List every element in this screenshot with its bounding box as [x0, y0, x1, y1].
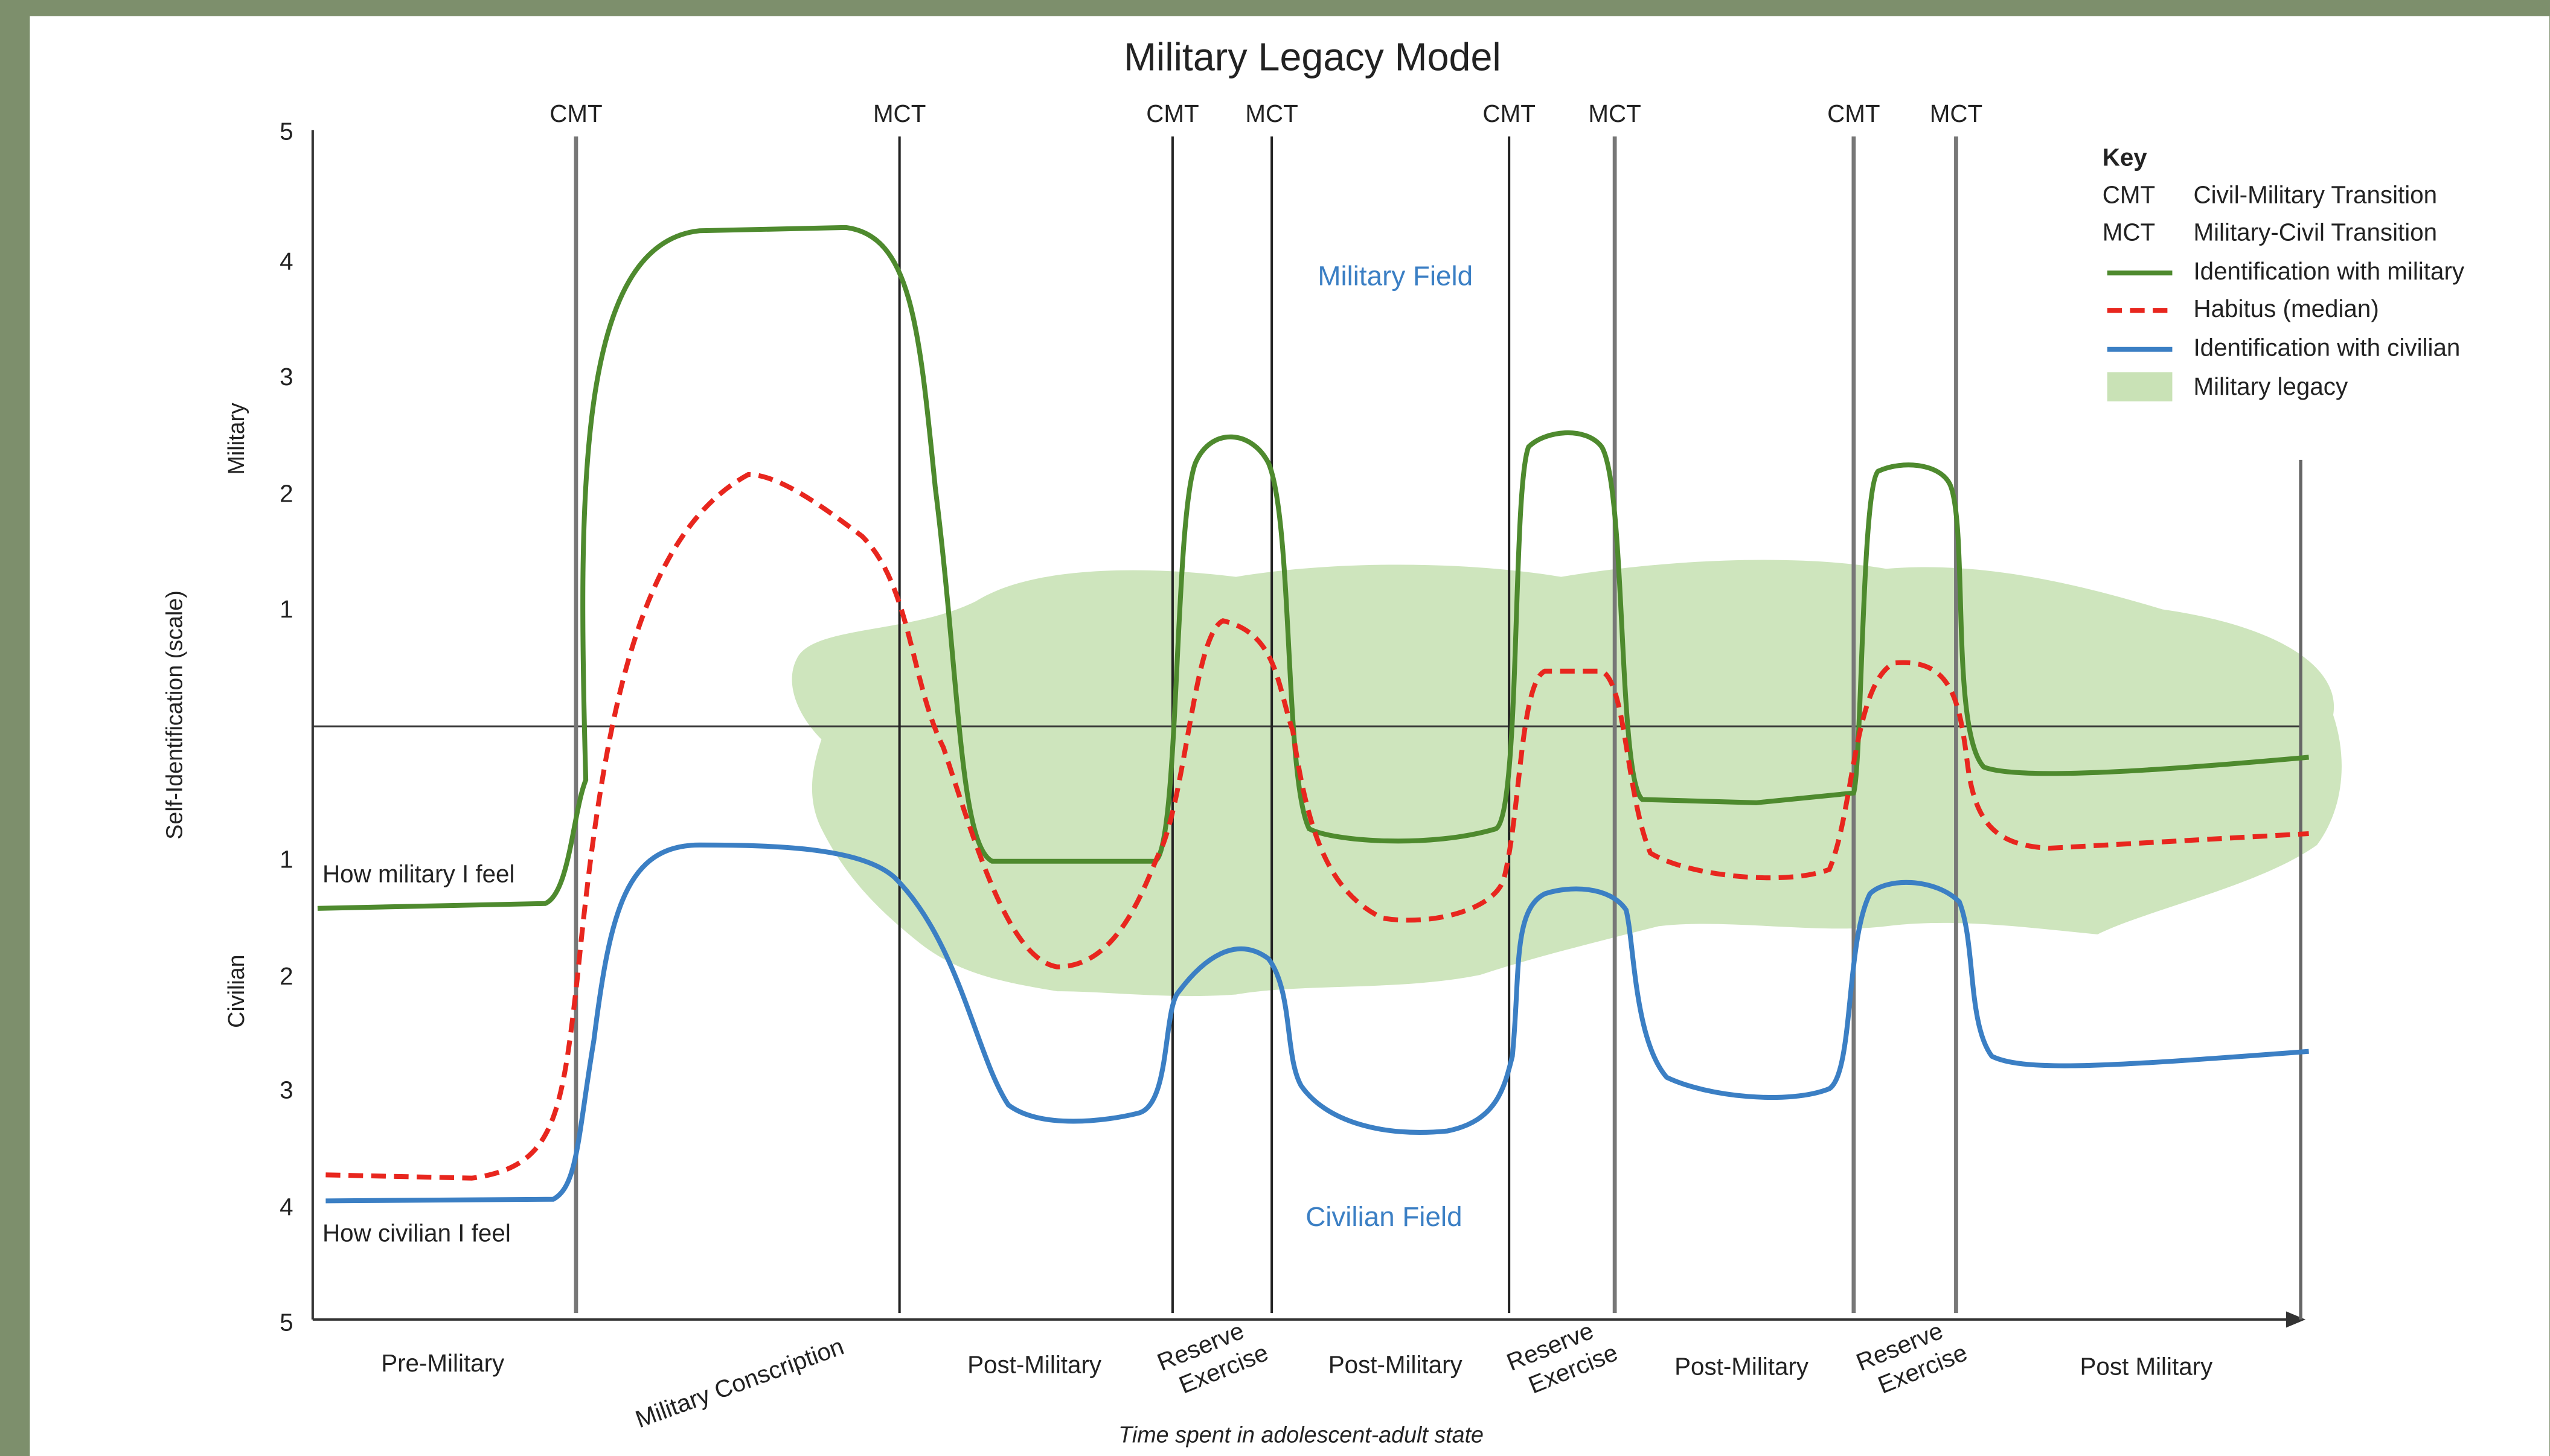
y-ticks: 5 4 3 2 1 1 2 3 4 5: [280, 117, 293, 1336]
key-label: Identification with military: [2193, 257, 2464, 285]
phase-label: Post-Military: [967, 1351, 1102, 1379]
annotation: How civilian I feel: [322, 1219, 511, 1247]
key-label: Habitus (median): [2193, 295, 2379, 322]
phase-label: Pre-Military: [381, 1349, 505, 1377]
key-title: Key: [2103, 143, 2148, 171]
key: Key CMT Civil-Military Transition MCT Mi…: [2103, 143, 2465, 401]
transition-label: CMT: [1482, 100, 1535, 127]
transition-label: CMT: [1827, 100, 1880, 127]
transition-label: MCT: [1930, 100, 1982, 127]
annotation: How military I feel: [322, 860, 514, 888]
key-label: Identification with civilian: [2193, 333, 2460, 361]
title: Military Legacy Model: [1124, 36, 1501, 79]
key-symbol: MCT: [2103, 218, 2155, 246]
phase-text: Post-Military: [1328, 1351, 1463, 1379]
x-axis-arrow: [2286, 1311, 2306, 1328]
transition-label: MCT: [1588, 100, 1641, 127]
key-label: Civil-Military Transition: [2193, 180, 2437, 208]
y-tick-label: 3: [280, 363, 293, 391]
y-tick-label: 5: [280, 1309, 293, 1336]
y-tick-label: 4: [280, 247, 293, 275]
phase-text: Post-Military: [1674, 1352, 1809, 1380]
y-lower-label: Civilian: [223, 954, 249, 1027]
transition-label: CMT: [1146, 100, 1199, 127]
x-axis-label: Time spent in adolescent-adult state: [1118, 1422, 1484, 1448]
y-axis-label: Self-Identification (scale): [162, 590, 187, 839]
transition-label: MCT: [873, 100, 926, 127]
transition-label: MCT: [1245, 100, 1298, 127]
phase-label: Post Military: [2080, 1352, 2214, 1380]
transitions: CMT MCT CMT MCT CMT MCT CMT MCT: [549, 100, 1982, 1314]
y-tick-label: 2: [280, 962, 293, 990]
key-swatch: [2107, 372, 2173, 401]
civilian-curve: [325, 842, 2309, 1204]
transition-label: CMT: [549, 100, 602, 127]
y-tick-label: 3: [280, 1076, 293, 1104]
key-symbol: CMT: [2103, 180, 2155, 208]
y-tick-label: 1: [280, 845, 293, 873]
phase-label: Post-Military: [1674, 1352, 1809, 1380]
y-tick-label: 1: [280, 595, 293, 623]
y-tick-label: 2: [280, 480, 293, 508]
phase-text: Pre-Military: [381, 1349, 505, 1377]
military-field: Military Field: [1318, 260, 1473, 291]
key-label: Military-Civil Transition: [2193, 218, 2437, 246]
phase-label: Post-Military: [1328, 1351, 1463, 1379]
y-tick-label: 4: [280, 1193, 293, 1221]
military-curve: [317, 225, 2309, 911]
habitus-curve: [325, 472, 2309, 1181]
y-tick-label: 5: [280, 117, 293, 145]
phase-text: Post Military: [2080, 1352, 2214, 1380]
key-label: Military legacy: [2193, 372, 2348, 400]
y-upper-label: Military: [223, 403, 249, 474]
civilian-field: Civilian Field: [1305, 1201, 1462, 1232]
phase-text: Post-Military: [967, 1351, 1102, 1379]
